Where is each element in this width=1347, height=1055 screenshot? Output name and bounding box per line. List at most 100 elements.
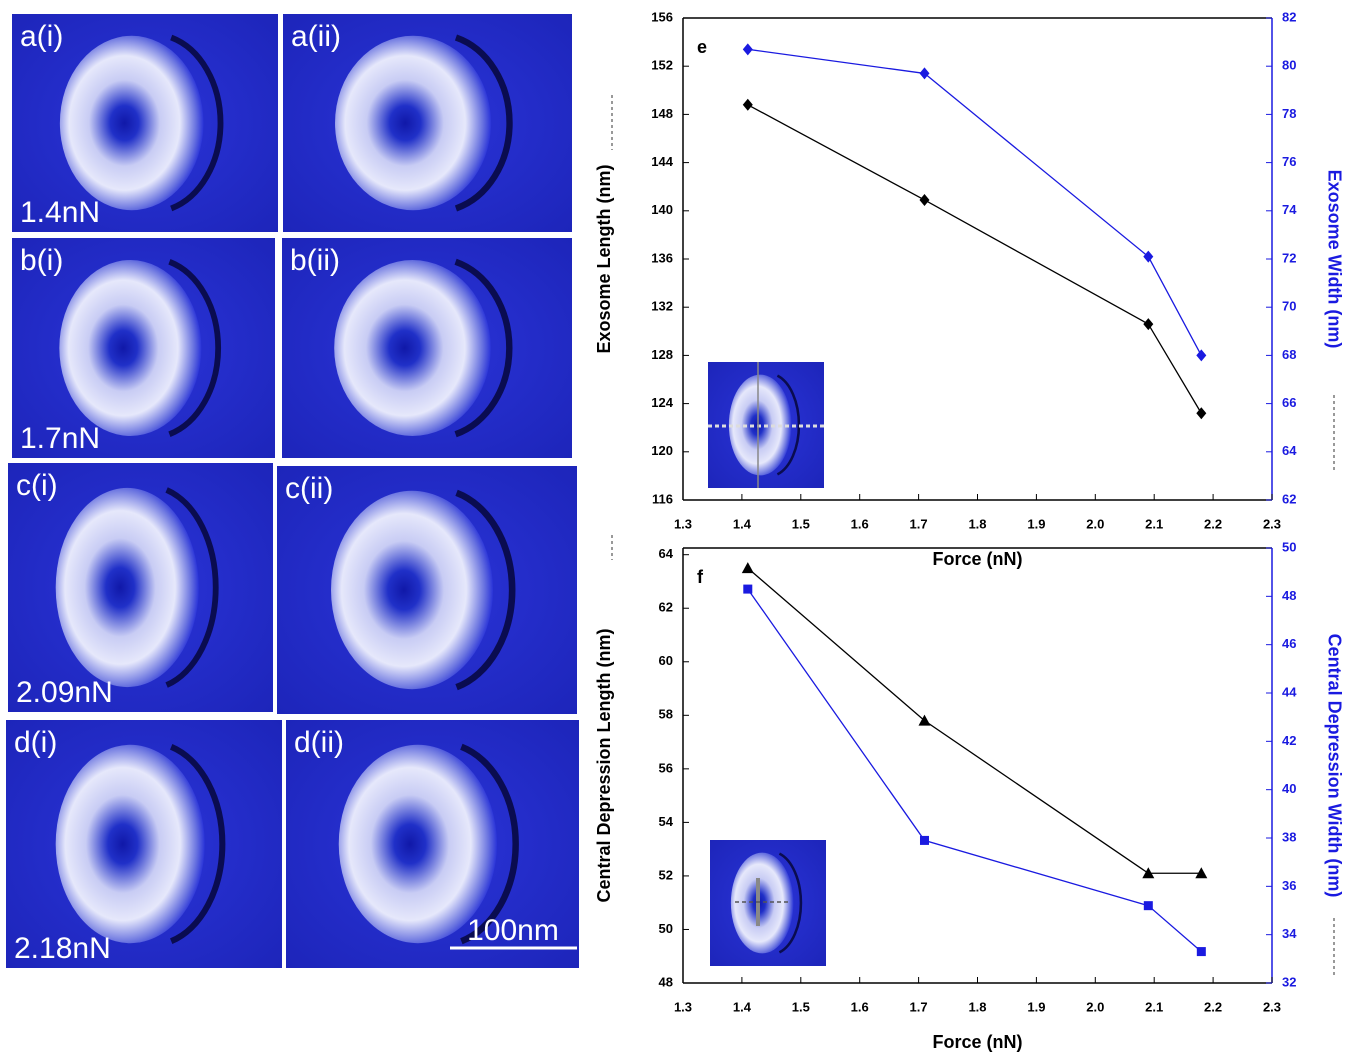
y2-tick-label: 62 <box>1282 491 1296 506</box>
y-axis-title: Central Depression Length (nm) <box>594 628 614 902</box>
y-tick-label: 54 <box>659 814 674 829</box>
panel-letter: f <box>697 567 704 587</box>
data-point <box>919 835 929 845</box>
x-tick-label: 1.8 <box>968 999 986 1014</box>
afm-image-edge <box>165 487 219 688</box>
y2-tick-label: 80 <box>1282 58 1296 73</box>
x-tick-label: 2.0 <box>1086 999 1104 1014</box>
x-tick-label: 1.3 <box>674 999 692 1014</box>
x-tick-label: 2.1 <box>1145 999 1163 1014</box>
data-point <box>741 562 754 574</box>
data-point <box>742 43 753 56</box>
series-line <box>747 104 1202 414</box>
y2-tick-label: 68 <box>1282 347 1296 362</box>
y2-tick-label: 70 <box>1282 299 1296 314</box>
y-tick-label: 140 <box>651 202 673 217</box>
y-tick-label: 132 <box>651 299 673 314</box>
x-tick-label: 2.3 <box>1263 516 1281 531</box>
data-point <box>743 584 753 594</box>
afm-image-edge <box>170 34 224 212</box>
data-point <box>1142 867 1155 879</box>
x-axis-title: Force (nN) <box>933 1032 1023 1052</box>
y2-tick-label: 44 <box>1282 684 1297 699</box>
data-point <box>1143 901 1153 911</box>
y-tick-label: 120 <box>651 443 673 458</box>
y2-tick-label: 36 <box>1282 878 1296 893</box>
afm-image-edge <box>454 34 513 212</box>
y-tick-label: 128 <box>651 347 673 362</box>
y-tick-label: 152 <box>651 58 673 73</box>
x-tick-label: 1.7 <box>910 516 928 531</box>
afm-image-edge <box>168 259 222 437</box>
x-tick-label: 2.0 <box>1086 516 1104 531</box>
y-tick-label: 48 <box>659 974 673 989</box>
y2-tick-label: 42 <box>1282 733 1296 748</box>
afm-image-edge <box>170 743 226 945</box>
y2-tick-label: 40 <box>1282 781 1296 796</box>
y2-tick-label: 34 <box>1282 926 1297 941</box>
series-line <box>747 567 1202 874</box>
panel-label: c(ii) <box>285 472 333 505</box>
y2-tick-label: 32 <box>1282 974 1296 989</box>
panel-label: d(ii) <box>294 726 344 759</box>
inset-image-vesicle <box>730 852 794 954</box>
afm-image-vesicle <box>55 744 205 944</box>
y-tick-label: 56 <box>659 760 673 775</box>
y-tick-label: 52 <box>659 867 673 882</box>
x-tick-label: 1.3 <box>674 516 692 531</box>
x-tick-label: 2.2 <box>1204 999 1222 1014</box>
x-tick-label: 1.5 <box>792 999 810 1014</box>
y2-tick-label: 76 <box>1282 154 1296 169</box>
panel-label: c(i) <box>16 469 58 502</box>
data-point <box>1195 867 1208 879</box>
data-point <box>1196 407 1207 420</box>
force-label: 1.7nN <box>20 422 100 455</box>
y2-axis-title: Exosome Width (nm) <box>1324 170 1344 349</box>
inset-image-edge <box>776 374 801 476</box>
afm-image-vesicle <box>334 260 491 436</box>
y-tick-label: 116 <box>652 491 673 506</box>
y2-tick-label: 82 <box>1282 9 1296 24</box>
afm-image-edge <box>454 258 513 438</box>
force-label: 1.4nN <box>20 196 100 229</box>
y-tick-label: 64 <box>659 546 674 561</box>
afm-image-vesicle <box>59 35 204 211</box>
x-axis-title: Force (nN) <box>933 549 1023 569</box>
x-tick-label: 1.5 <box>792 516 810 531</box>
data-point <box>742 98 753 111</box>
series-line <box>747 48 1202 356</box>
panel-letter: e <box>697 37 707 57</box>
y-tick-label: 58 <box>659 707 673 722</box>
y-tick-label: 60 <box>659 653 673 668</box>
data-point <box>1143 318 1154 331</box>
panel-label: a(ii) <box>291 20 341 53</box>
y-tick-label: 124 <box>651 395 673 410</box>
panel-label: b(i) <box>20 244 63 277</box>
x-tick-label: 1.9 <box>1027 516 1045 531</box>
x-tick-label: 1.8 <box>968 516 986 531</box>
afm-image-vesicle <box>59 260 202 436</box>
afm-image-vesicle <box>338 744 497 944</box>
x-tick-label: 2.2 <box>1204 516 1222 531</box>
x-tick-label: 1.7 <box>910 999 928 1014</box>
y2-tick-label: 64 <box>1282 443 1297 458</box>
x-tick-label: 1.6 <box>851 999 869 1014</box>
data-point <box>918 714 931 726</box>
force-label: 2.09nN <box>16 676 113 709</box>
y-tick-label: 144 <box>651 154 673 169</box>
force-label: 2.18nN <box>14 932 111 965</box>
y2-tick-label: 46 <box>1282 636 1296 651</box>
y-axis-title: Exosome Length (nm) <box>594 164 614 353</box>
x-tick-label: 1.4 <box>733 999 752 1014</box>
y2-tick-label: 74 <box>1282 202 1297 217</box>
y2-tick-label: 50 <box>1282 539 1296 554</box>
afm-image-edge <box>455 489 516 691</box>
series-line <box>747 588 1202 953</box>
y-tick-label: 136 <box>651 250 673 265</box>
data-point <box>919 67 930 80</box>
panel-label: a(i) <box>20 20 63 53</box>
x-tick-label: 2.1 <box>1145 516 1163 531</box>
data-point <box>1196 349 1207 362</box>
y2-tick-label: 66 <box>1282 395 1296 410</box>
afm-image-vesicle <box>331 490 493 690</box>
